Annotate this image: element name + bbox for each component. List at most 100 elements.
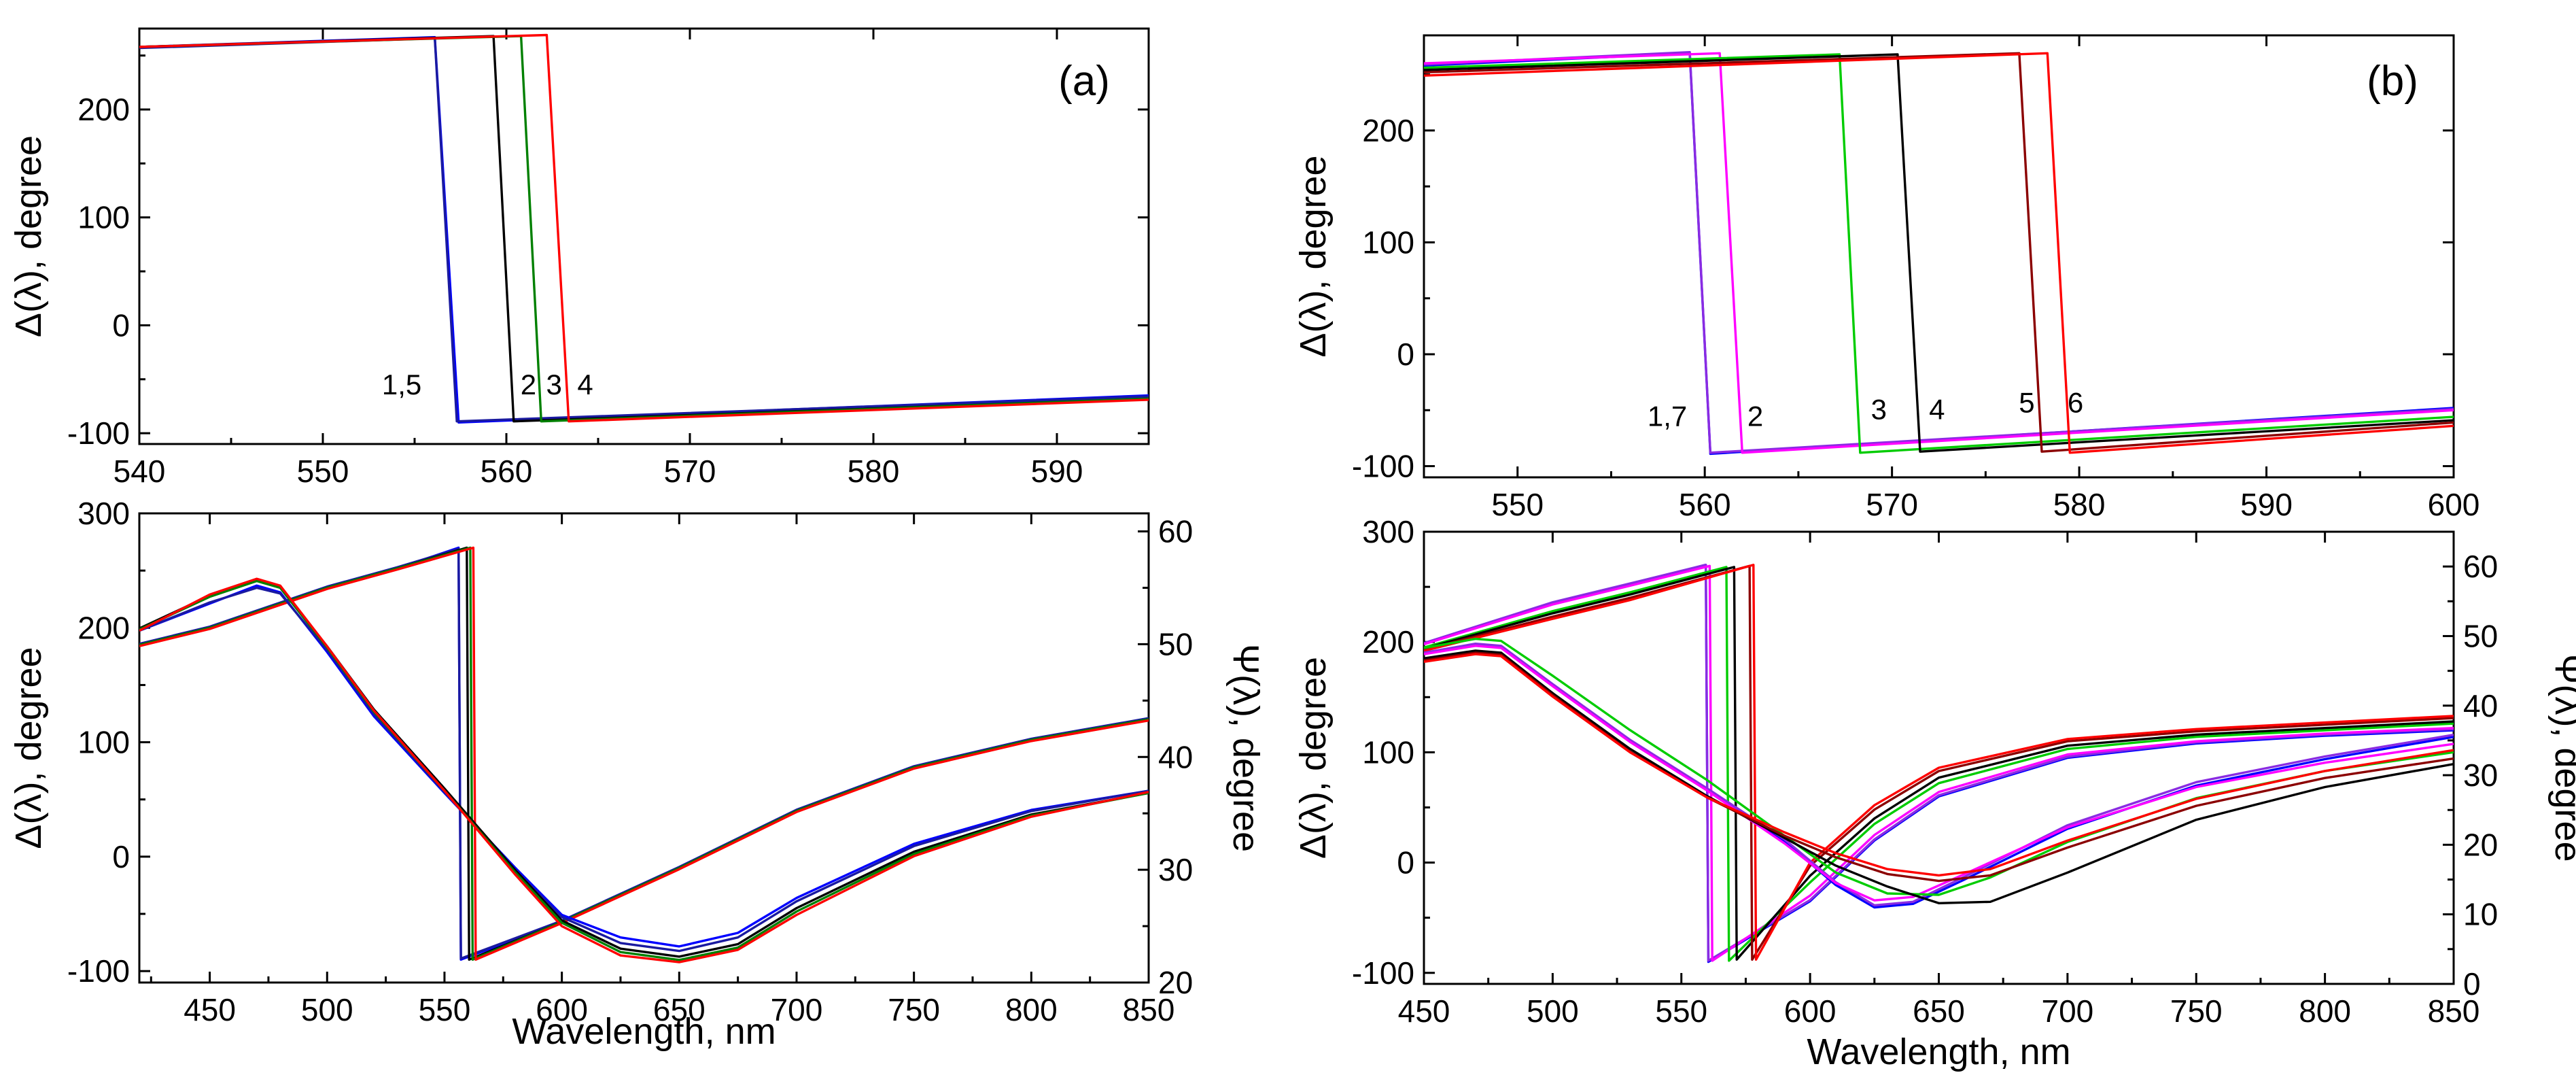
x-tick-label: 450: [1398, 993, 1450, 1029]
series-line--5: [1424, 564, 2454, 961]
curve-annotation: 2: [1747, 400, 1763, 432]
series-line--5: [139, 586, 1149, 953]
x-tick-label: 700: [771, 992, 823, 1027]
plot-frame: [1423, 530, 2455, 985]
x-tick-label: 590: [2240, 487, 2293, 522]
series-line--6: [1424, 564, 2454, 961]
series-group: [139, 546, 1149, 963]
y-tick-label: 200: [1362, 113, 1414, 148]
y2-tick-label: 30: [1158, 852, 1193, 887]
y2-axis-title: Ψ(λ), degree: [1225, 644, 1266, 852]
x-tick-label: 600: [2428, 487, 2480, 522]
series-line-2: [1424, 52, 2454, 454]
x-tick-label: 560: [1679, 487, 1731, 522]
x-tick-label: 800: [2299, 993, 2351, 1029]
curve-annotation: 1,5: [382, 369, 421, 400]
y2-axis-title: Ψ(λ), degree: [2547, 653, 2576, 861]
x-tick-label: 560: [481, 454, 533, 489]
y2-tick-label: 60: [2463, 549, 2498, 584]
x-tick-label: 850: [2428, 993, 2480, 1029]
series-group: [139, 33, 1149, 424]
y-tick-label: 100: [77, 200, 130, 235]
series-line-4: [139, 33, 1149, 423]
x-axis-title: Wavelength, nm: [512, 1011, 776, 1052]
x-tick-label: 570: [1866, 487, 1918, 522]
series-line--3: [139, 546, 1149, 961]
x-tick-label: 750: [2170, 993, 2223, 1029]
series-line-3: [1424, 53, 2454, 454]
series-line-7: [1424, 50, 2454, 454]
x-tick-label: 570: [664, 454, 716, 489]
x-axis-title: Wavelength, nm: [1807, 1031, 2070, 1072]
y-tick-label: 0: [1397, 337, 1414, 372]
plot-frame: [1423, 34, 2455, 479]
y-tick-label: 300: [1362, 514, 1414, 549]
y-axis-title: Δ(λ), degree: [8, 135, 49, 337]
y-tick-label: 100: [1362, 224, 1414, 260]
x-tick-label: 700: [2042, 993, 2094, 1029]
series-line--3: [1424, 566, 2454, 962]
y2-tick-label: 50: [1158, 626, 1193, 662]
y2-tick-label: 10: [2463, 897, 2498, 932]
series-group: [1424, 564, 2454, 963]
curve-annotation: 6: [2068, 387, 2083, 419]
y-tick-label: 100: [1362, 734, 1414, 770]
panel-a-bottom: 450 500 550 600 650 700 750 800 850 -100 0 100 200 30…: [8, 496, 1266, 1052]
y-tick-label: 200: [1362, 624, 1414, 660]
x-tick-label: 500: [301, 992, 353, 1027]
curve-annotation: 2: [521, 369, 536, 400]
x-tick-label: 580: [2053, 487, 2106, 522]
x-tick-label: 750: [888, 992, 940, 1027]
x-tick-label: 550: [1655, 993, 1707, 1029]
series-line-2: [139, 35, 1149, 423]
x-tick-label: 650: [653, 992, 706, 1027]
x-tick-label: 450: [184, 992, 236, 1027]
series-line--7: [1424, 643, 2454, 907]
series-line-4: [1424, 53, 2454, 453]
series-group: [1424, 50, 2454, 456]
y-axis-title: Δ(λ), degree: [1293, 155, 1334, 357]
y-tick-label: 0: [112, 307, 130, 343]
panel-label: (a): [1058, 58, 1110, 105]
y2-tick-label: 40: [2463, 688, 2498, 723]
panel-b-top: 550 560 570 580 590 600 -100 0 100 200 Δ(λ), degre…: [1293, 34, 2480, 522]
x-tick-label: 500: [1527, 993, 1579, 1029]
y-axis-title: Δ(λ), degree: [8, 647, 49, 849]
y2-tick-label: 40: [1158, 739, 1193, 774]
series-line--2: [139, 579, 1149, 958]
x-tick-label: 550: [419, 992, 471, 1027]
y2-tick-label: 60: [1158, 514, 1193, 549]
curve-annotation: 3: [1871, 393, 1887, 425]
x-tick-label: 600: [1784, 993, 1837, 1029]
series-line--4: [1424, 649, 2454, 905]
y-axis-title: Δ(λ), degree: [1293, 657, 1334, 859]
y2-tick-label: 30: [2463, 757, 2498, 793]
y2-tick-label: 20: [1158, 965, 1193, 1000]
curve-annotation: 1,7: [1648, 400, 1687, 432]
series-line--7: [1424, 564, 2454, 962]
y2-tick-label: 50: [2463, 618, 2498, 653]
y2-tick-label: 0: [2463, 966, 2481, 1002]
series-line--2: [1424, 564, 2454, 962]
series-line--5: [139, 547, 1149, 960]
curve-annotation: 4: [577, 369, 593, 400]
panel-label: (b): [2367, 58, 2418, 105]
x-tick-label: 650: [1913, 993, 1965, 1029]
series-line--3: [139, 579, 1149, 961]
x-tick-label: 800: [1005, 992, 1058, 1027]
curve-annotation: 4: [1929, 393, 1945, 425]
x-tick-label: 550: [1491, 487, 1544, 522]
x-tick-label: 590: [1031, 454, 1083, 489]
y-tick-label: 300: [77, 496, 130, 531]
series-line-1: [139, 36, 1149, 424]
series-line--4: [139, 546, 1149, 961]
y-tick-label: -100: [67, 953, 130, 989]
panel-b-bottom: 450 500 550 600 650 700 750 800 850-100010020030…: [1293, 514, 2576, 1072]
panel-a-top: 540 550 560 570 580 590 -100 0 100 200 Δ(λ), degre…: [8, 27, 1150, 489]
y-tick-label: 200: [77, 92, 130, 127]
y2-tick-label: 20: [2463, 827, 2498, 862]
y-tick-label: 0: [112, 839, 130, 874]
y-tick-label: 0: [1397, 845, 1414, 881]
y-tick-label: -100: [1352, 955, 1414, 991]
series-line--4: [139, 577, 1149, 963]
